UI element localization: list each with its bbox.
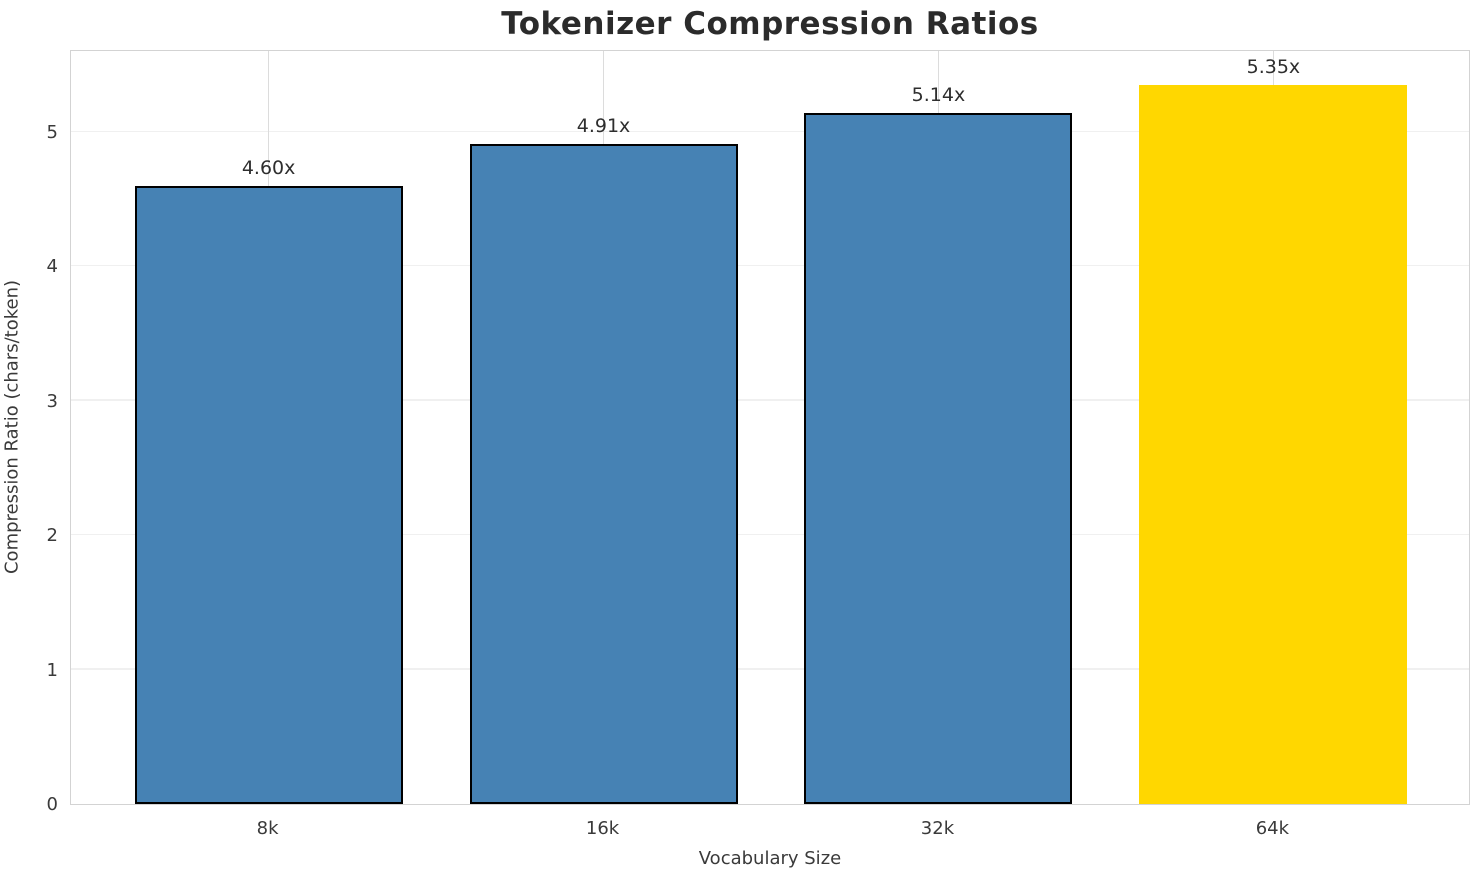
x-tick-label: 16k bbox=[585, 818, 620, 839]
y-tick-label: 4 bbox=[46, 256, 58, 278]
y-tick-label: 5 bbox=[46, 121, 58, 143]
bar-value-label: 5.14x bbox=[911, 84, 966, 107]
x-axis-label: Vocabulary Size bbox=[698, 848, 842, 869]
plot-area: 4.60x 4.91x 5.14x 5.35x bbox=[70, 50, 1470, 805]
gridline-horizontal bbox=[71, 668, 1469, 670]
bar-16k bbox=[469, 144, 738, 804]
gridline-horizontal bbox=[71, 130, 1469, 132]
gridline-horizontal bbox=[71, 533, 1469, 536]
x-tick-label: 64k bbox=[1255, 818, 1290, 839]
bar-64k bbox=[1139, 84, 1408, 804]
y-tick-label: 0 bbox=[46, 794, 58, 815]
chart-title: Tokenizer Compression Ratios bbox=[501, 6, 1039, 42]
bar-8k bbox=[134, 185, 403, 804]
gridline-horizontal bbox=[71, 264, 1469, 267]
bar-32k bbox=[804, 113, 1073, 804]
bar-value-label: 4.91x bbox=[576, 115, 631, 138]
y-tick-label: 3 bbox=[46, 390, 58, 412]
y-tick-label: 2 bbox=[46, 525, 58, 547]
bar-value-label: 4.60x bbox=[241, 156, 296, 179]
x-tick-label: 8k bbox=[256, 818, 279, 839]
x-tick-label: 32k bbox=[920, 818, 955, 839]
gridline-horizontal bbox=[71, 399, 1469, 401]
y-tick-label: 1 bbox=[46, 659, 58, 681]
bar-value-label: 5.35x bbox=[1246, 55, 1301, 78]
